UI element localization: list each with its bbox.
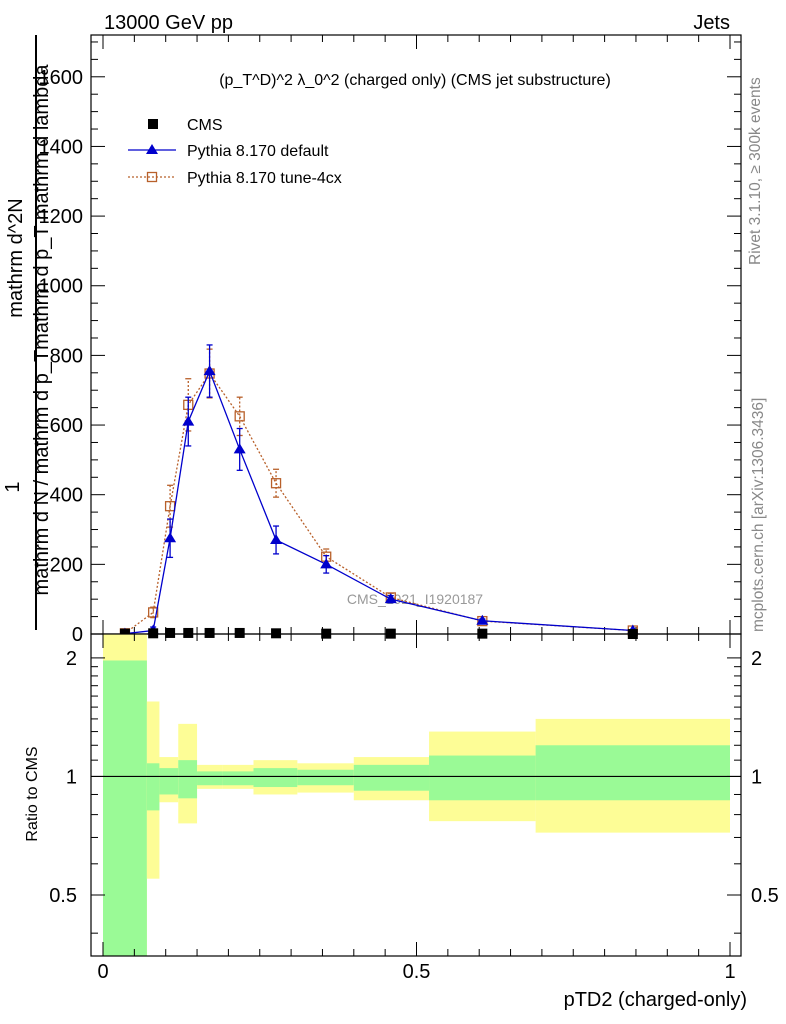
y-tick-label: 800 — [50, 345, 83, 367]
analysis-watermark: CMS_2021_I1920187 — [347, 591, 483, 607]
x-axis-title: pTD2 (charged-only) — [564, 989, 747, 1011]
ratio-band-inner — [197, 771, 223, 786]
default-point — [203, 365, 216, 376]
ylabel-denominator: mathrm d N / mathrm d p_Tmathrm d p_T ma… — [31, 64, 53, 596]
ylabel-top: 1 — [2, 481, 24, 492]
y-tick-label: 400 — [50, 485, 83, 507]
ratio-ylabel: Ratio to CMS — [24, 746, 41, 841]
default-point — [233, 443, 246, 454]
y-tick-label: 1000 — [39, 276, 84, 298]
series-line-2 — [124, 372, 633, 634]
ratio-band-inner — [253, 768, 298, 788]
legend-cms-label: CMS — [187, 117, 223, 134]
ratio-y-tick-label-right: 1 — [751, 766, 762, 788]
ratio-band-inner — [159, 768, 179, 795]
ratio-y-tick-label-right: 0.5 — [751, 885, 779, 907]
header-right: Jets — [693, 12, 730, 34]
ratio-y-tick-label: 1 — [66, 766, 77, 788]
legend-default-marker — [146, 144, 158, 154]
ylabel-numerator: mathrm d^2N — [5, 198, 27, 317]
y-tick-label: 1400 — [39, 136, 84, 158]
default-point — [320, 558, 333, 569]
ratio-band-inner — [103, 660, 147, 956]
x-tick-label: 0.5 — [403, 961, 431, 983]
y-tick-label: 1200 — [39, 206, 84, 228]
legend-default-label: Pythia 8.170 default — [187, 143, 329, 160]
cms-point — [271, 628, 282, 639]
y-tick-label: 600 — [50, 415, 83, 437]
tune-point — [234, 411, 245, 422]
cms-point — [148, 628, 159, 639]
ratio-band-inner — [535, 745, 730, 801]
tune-point — [270, 478, 282, 489]
default-point — [270, 533, 283, 544]
legend-tune-label: Pythia 8.170 tune-4cx — [187, 170, 342, 187]
cms-point — [165, 627, 176, 638]
default-point — [182, 415, 195, 426]
plot-title: (p_T^D)^2 λ_0^2 (charged only) (CMS jet … — [219, 72, 611, 89]
rivet-label: Rivet 3.1.10, ≥ 300k events — [747, 77, 764, 265]
x-tick-label: 0 — [97, 961, 108, 983]
ratio-y-tick-label-right: 2 — [751, 648, 762, 670]
y-axis-title: 1 mathrm d^2N mathrm d N / mathrm d p_Tm… — [2, 35, 53, 630]
default-point — [164, 532, 177, 543]
default-point — [384, 593, 397, 604]
ratio-band-inner — [222, 771, 254, 786]
cms-point — [183, 627, 194, 638]
header-left: 13000 GeV pp — [104, 12, 233, 34]
mcplots-label: mcplots.cern.ch [arXiv:1306.3436] — [750, 398, 767, 632]
cms-point — [234, 627, 245, 638]
y-tick-label: 200 — [50, 554, 83, 576]
legend-tune-marker — [146, 171, 158, 183]
ratio-band-inner — [353, 764, 430, 791]
ratio-band-inner — [146, 763, 160, 811]
ratio-y-tick-label: 0.5 — [49, 885, 77, 907]
y-tick-label: 1600 — [39, 67, 84, 89]
ratio-band-inner — [429, 755, 536, 801]
ratio-band-inner — [178, 760, 198, 799]
cms-point — [204, 627, 215, 638]
legend: CMS Pythia 8.170 default Pythia 8.170 tu… — [128, 117, 342, 187]
default-point — [476, 614, 489, 625]
legend-cms-marker — [148, 119, 158, 129]
tune-point — [148, 607, 159, 618]
ratio-band-inner — [297, 769, 354, 786]
x-tick-label: 1 — [724, 961, 735, 983]
ratio-y-tick-label: 2 — [66, 648, 77, 670]
y-tick-label: 0 — [72, 624, 83, 646]
